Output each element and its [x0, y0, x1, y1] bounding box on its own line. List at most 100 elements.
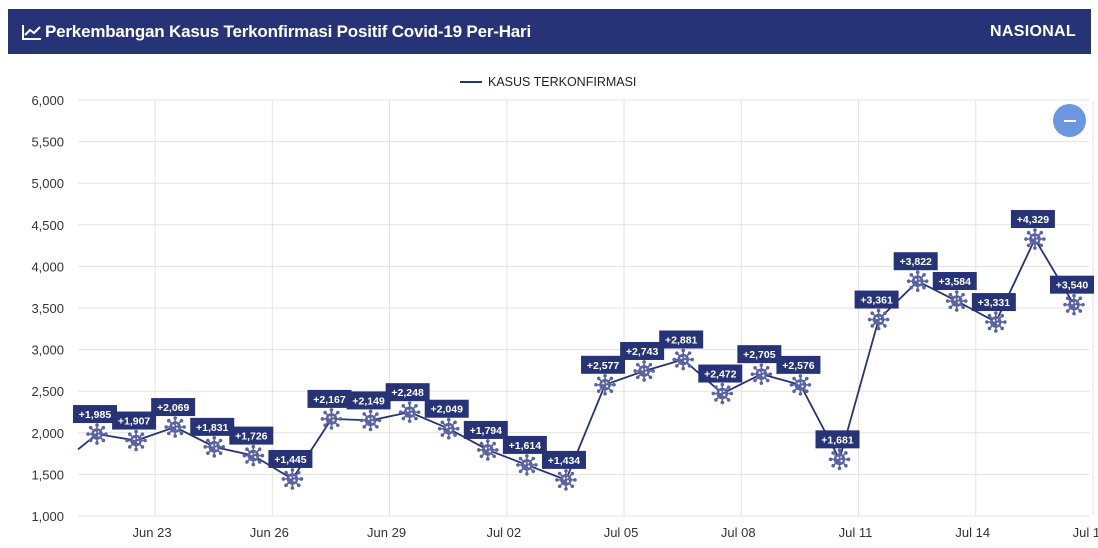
- virus-icon: [437, 417, 460, 440]
- data-label-box: [659, 330, 704, 349]
- data-label-text: +3,822: [899, 256, 932, 268]
- data-label-box: [737, 345, 782, 364]
- virus-icon: [945, 290, 968, 312]
- data-label-text: +1,907: [118, 416, 151, 428]
- data-label: +3,540: [1050, 275, 1094, 294]
- virus-icon: [750, 363, 773, 385]
- virus-icon: [1024, 228, 1046, 250]
- data-label-box: [112, 411, 157, 430]
- virus-icon: [164, 416, 186, 438]
- virus-icon: [320, 408, 343, 430]
- data-label-text: +2,743: [626, 346, 659, 358]
- data-label: +1,831: [190, 417, 235, 436]
- legend: KASUS TERKONFIRMASI: [460, 75, 636, 89]
- data-label-text: +1,434: [548, 455, 581, 467]
- data-label-box: [268, 449, 313, 468]
- virus-icon: [711, 382, 734, 405]
- data-label-text: +3,584: [939, 276, 972, 288]
- data-label: +1,434: [541, 450, 586, 469]
- virus-icon: [828, 448, 851, 471]
- data-label-text: +3,331: [978, 297, 1011, 309]
- virus-icon: [555, 469, 577, 491]
- y-tick-label: 4,500: [31, 218, 64, 233]
- y-tick-label: 5,000: [31, 176, 64, 191]
- virus-icon: [359, 409, 382, 432]
- data-label-box: [424, 399, 469, 418]
- data-label-box: [854, 290, 899, 309]
- data-label-text: +2,472: [704, 369, 737, 381]
- data-label: +3,584: [932, 272, 977, 291]
- chart-title-text: Perkembangan Kasus Terkonfirmasi Positif…: [45, 21, 531, 41]
- data-label-text: +2,049: [431, 404, 464, 416]
- data-label-box: [229, 426, 274, 445]
- data-label-text: +2,069: [157, 402, 190, 414]
- data-label-box: [307, 389, 352, 408]
- data-label-text: +1,614: [509, 440, 542, 452]
- data-label-text: +3,540: [1056, 280, 1089, 292]
- x-tick-label: Jun 29: [367, 525, 406, 540]
- virus-icon: [125, 429, 147, 452]
- data-label-text: +2,167: [313, 394, 346, 406]
- data-label: +2,881: [659, 330, 704, 349]
- data-label: +1,794: [463, 420, 508, 439]
- data-label: +1,907: [112, 411, 157, 430]
- x-tick-label: Jun 23: [133, 525, 172, 540]
- data-label-box: [385, 383, 430, 402]
- data-label-box: [971, 293, 1016, 312]
- data-label-box: [932, 272, 977, 291]
- data-label-text: +3,361: [860, 295, 893, 307]
- data-label-text: +1,445: [274, 454, 307, 466]
- y-tick-label: 1,500: [31, 467, 64, 482]
- x-tick-label: Jul 17: [1073, 525, 1098, 540]
- virus-icon: [398, 401, 421, 423]
- data-label-box: [893, 252, 938, 271]
- data-label-text: +1,985: [79, 409, 112, 421]
- data-label: +2,705: [737, 345, 782, 364]
- minus-icon: [1063, 119, 1076, 122]
- collapse-button[interactable]: [1053, 104, 1086, 137]
- y-tick-label: 1,000: [31, 509, 64, 524]
- virus-icon: [203, 436, 226, 458]
- data-label-box: [190, 417, 235, 436]
- data-label-text: +2,248: [391, 387, 424, 399]
- data-label-box: [698, 364, 743, 383]
- line-chart-icon: [22, 24, 42, 40]
- data-label: +3,822: [893, 252, 938, 271]
- data-label: +2,576: [776, 355, 821, 374]
- data-label-text: +1,681: [821, 434, 854, 446]
- data-label-text: +2,577: [587, 360, 620, 372]
- data-label-box: [73, 405, 117, 424]
- data-label-text: +2,705: [743, 349, 776, 361]
- data-label: +1,681: [815, 430, 860, 449]
- data-label: +2,149: [346, 391, 391, 410]
- virus-icon: [867, 308, 890, 331]
- data-label: +2,577: [581, 355, 626, 374]
- y-tick-label: 6,000: [31, 93, 64, 108]
- y-tick-label: 2,000: [31, 426, 64, 441]
- data-label: +2,049: [424, 399, 469, 418]
- x-tick-label: Jun 26: [250, 525, 289, 540]
- virus-icon: [281, 468, 304, 490]
- data-label: +2,472: [698, 364, 743, 383]
- y-tick-label: 3,500: [31, 301, 64, 316]
- data-label-box: [463, 420, 508, 439]
- x-tick-label: Jul 08: [721, 525, 756, 540]
- data-label: +2,248: [385, 383, 430, 402]
- x-tick-label: Jul 14: [955, 525, 990, 540]
- chart-header: Perkembangan Kasus Terkonfirmasi Positif…: [8, 9, 1091, 54]
- y-tick-label: 3,000: [31, 343, 64, 358]
- data-label-box: [1050, 275, 1094, 294]
- data-label-text: +1,726: [235, 431, 268, 443]
- y-tick-label: 4,000: [31, 259, 64, 274]
- data-label-text: +2,576: [782, 360, 815, 372]
- data-label-text: +1,831: [196, 422, 229, 434]
- virus-icon: [633, 360, 655, 382]
- data-label: +3,361: [854, 290, 899, 309]
- virus-icon: [672, 348, 694, 371]
- virus-icon: [594, 373, 616, 396]
- data-label: +1,726: [229, 426, 274, 445]
- chart-title: Perkembangan Kasus Terkonfirmasi Positif…: [22, 9, 531, 54]
- virus-icon: [1063, 293, 1085, 316]
- data-label: +1,614: [502, 435, 547, 454]
- virus-icon: [906, 270, 929, 293]
